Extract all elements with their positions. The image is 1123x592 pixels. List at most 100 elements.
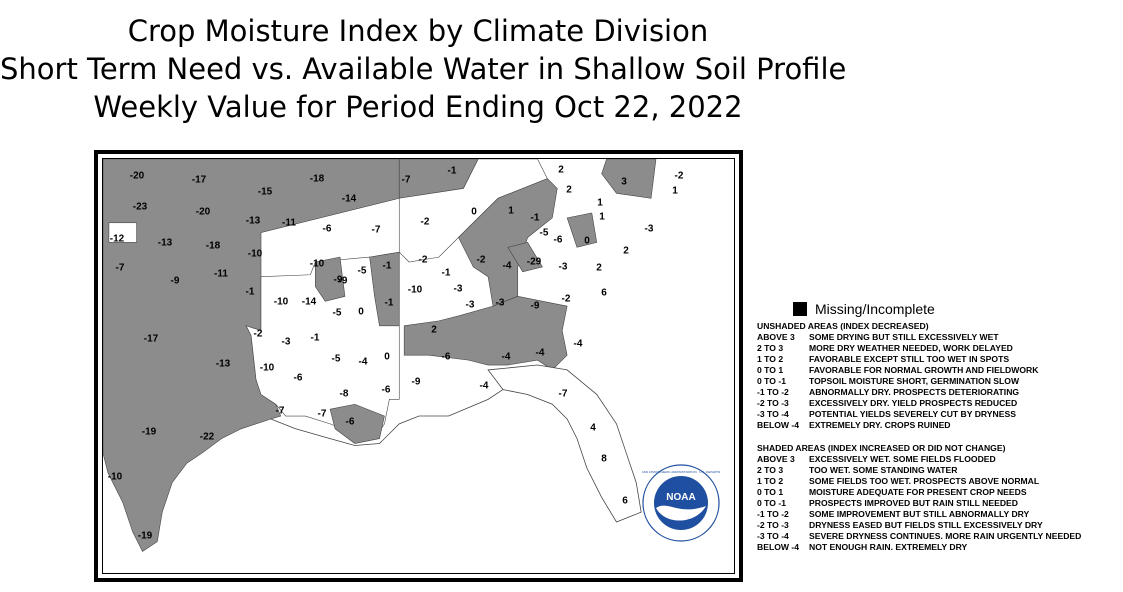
division-value-label: -13 <box>157 237 173 249</box>
legend-range: -3 TO -4 <box>757 531 789 541</box>
division-value-label: -13 <box>245 215 261 227</box>
division-value-label: -10 <box>273 296 289 308</box>
division-value-label: -5 <box>332 307 342 319</box>
shaded-division-ms <box>369 251 400 327</box>
legend-description: FAVORABLE FOR NORMAL GROWTH AND FIELDWOR… <box>809 365 1039 375</box>
division-value-label: -9 <box>530 300 540 312</box>
division-value-label: -17 <box>191 174 207 186</box>
division-value-label: -3 <box>495 297 505 309</box>
division-value-label: 1 <box>672 185 678 197</box>
shaded-legend-row: 1 TO 2 SOME FIELDS TOO WET. PROSPECTS ABO… <box>757 476 1119 487</box>
noaa-logo: NOAA NATIONAL OCEANIC AND ATMOSPHERIC AD… <box>642 464 720 542</box>
division-value-label: -14 <box>301 296 317 308</box>
shaded-region-east <box>601 159 657 199</box>
division-value-label: 0 <box>358 306 364 318</box>
shaded-legend-row: -1 TO -2 SOME IMPROVEMENT BUT STILL ABNOR… <box>757 509 1119 520</box>
unshaded-legend-row: ABOVE 3 SOME DRYING BUT STILL EXCESSIVELY… <box>757 332 1119 343</box>
division-value-label: -8 <box>339 388 349 400</box>
division-value-label: -7 <box>275 405 285 417</box>
division-value-label: -6 <box>553 234 563 246</box>
unshaded-heading: UNSHADED AREAS (INDEX DECREASED) <box>757 321 929 331</box>
legend-range: ABOVE 3 <box>757 332 795 342</box>
shaded-legend-row: BELOW -4 NOT ENOUGH RAIN. EXTREMELY DRY <box>757 542 1119 553</box>
division-value-label: -6 <box>293 372 303 384</box>
legend-description: SEVERE DRYNESS CONTINUES. MORE RAIN URGE… <box>809 531 1082 541</box>
division-value-label: -7 <box>558 388 568 400</box>
division-value-label: -2 <box>253 328 263 340</box>
division-value-label: -14 <box>341 193 357 205</box>
division-white-west <box>108 222 137 243</box>
division-value-label: -1 <box>245 286 255 298</box>
division-value-label: -1 <box>382 260 392 272</box>
legend-range: 0 TO 1 <box>757 487 784 497</box>
shaded-division-la <box>329 403 385 444</box>
title-line-1: Crop Moisture Index by Climate Division <box>127 14 709 48</box>
division-value-label: 1 <box>508 205 514 217</box>
division-value-label: -7 <box>317 408 327 420</box>
missing-label: Missing/Incomplete <box>815 300 935 317</box>
legend-range: 2 TO 3 <box>757 465 784 475</box>
legend: Missing/Incomplete UNSHADED AREAS (INDEX… <box>757 300 1119 553</box>
division-value-label: -10 <box>309 258 325 270</box>
legend-range: -1 TO -2 <box>757 387 789 397</box>
division-value-label: 1 <box>597 197 603 209</box>
legend-description: EXTREMELY DRY. CROPS RUINED <box>809 420 951 430</box>
division-value-label: -15 <box>257 186 273 198</box>
legend-range: -2 TO -3 <box>757 398 789 408</box>
division-value-label: 2 <box>566 184 572 196</box>
division-value-label: -3 <box>558 261 568 273</box>
division-value-label: -2 <box>418 254 428 266</box>
legend-description: FAVORABLE EXCEPT STILL TOO WET IN SPOTS <box>809 354 1010 364</box>
noaa-logo-text: NOAA <box>666 492 695 503</box>
division-value-label: -3 <box>281 336 291 348</box>
division-value-label: -5 <box>357 265 367 277</box>
unshaded-legend-row: 2 TO 3 MORE DRY WEATHER NEEDED, WORK DELA… <box>757 343 1119 354</box>
division-value-label: -6 <box>345 416 355 428</box>
legend-description: SOME IMPROVEMENT BUT STILL ABNORMALLY DR… <box>809 509 1030 519</box>
shaded-region-ga <box>403 296 568 371</box>
division-value-label: -5 <box>539 227 549 239</box>
division-value-label: -3 <box>453 283 463 295</box>
legend-range: 0 TO -1 <box>757 376 786 386</box>
noaa-ring-text: NATIONAL OCEANIC AND ATMOSPHERIC ADMINIS… <box>642 470 720 474</box>
unshaded-legend-row: BELOW -4 EXTREMELY DRY. CROPS RUINED <box>757 420 1119 431</box>
division-value-label: -5 <box>331 353 341 365</box>
division-value-label: -10 <box>259 362 275 374</box>
shaded-heading: SHADED AREAS (INDEX INCREASED OR DID NOT… <box>757 443 1006 453</box>
unshaded-legend-row: 0 TO -1 TOPSOIL MOISTURE SHORT, GERMINATI… <box>757 376 1119 387</box>
division-value-label: -9 <box>411 376 421 388</box>
division-value-label: -10 <box>407 284 423 296</box>
legend-missing: Missing/Incomplete <box>793 300 1119 320</box>
division-value-label: -29 <box>526 256 542 268</box>
division-value-label: -23 <box>132 201 148 213</box>
division-value-label: -1 <box>384 297 394 309</box>
title-line-2: Short Term Need vs. Available Water in S… <box>0 52 847 86</box>
division-value-label: -20 <box>195 206 211 218</box>
division-value-label: -1 <box>441 267 451 279</box>
legend-range: BELOW -4 <box>757 542 800 552</box>
shaded-legend-row: ABOVE 3 EXCESSIVELY WET. SOME FIELDS FLOO… <box>757 454 1119 465</box>
division-value-label: -11 <box>214 268 228 280</box>
legend-description: MOISTURE ADEQUATE FOR PRESENT CROP NEEDS <box>809 487 1027 497</box>
title-line-3: Weekly Value for Period Ending Oct 22, 2… <box>93 90 743 124</box>
division-value-label: 8 <box>601 453 607 465</box>
division-value-label: -2 <box>476 254 486 266</box>
shaded-legend-row: 0 TO -1 PROSPECTS IMPROVED BUT RAIN STILL… <box>757 498 1119 509</box>
legend-range: 0 TO -1 <box>757 498 786 508</box>
division-value-label: -7 <box>371 224 381 236</box>
shaded-division-nc <box>566 212 598 248</box>
legend-range: -3 TO -4 <box>757 409 789 419</box>
missing-swatch <box>793 301 807 316</box>
map-title: Crop Moisture Index by Climate Division … <box>0 12 847 126</box>
legend-description: SOME DRYING BUT STILL EXCESSIVELY WET <box>809 332 999 342</box>
legend-description: MORE DRY WEATHER NEEDED, WORK DELAYED <box>809 343 1013 353</box>
legend-description: TOPSOIL MOISTURE SHORT, GERMINATION SLOW <box>809 376 1020 386</box>
division-value-label: -4 <box>479 380 489 392</box>
legend-range: -2 TO -3 <box>757 520 789 530</box>
division-value-label: 6 <box>622 495 628 507</box>
division-value-label: -2 <box>674 170 684 182</box>
legend-range: 2 TO 3 <box>757 343 784 353</box>
legend-description: POTENTIAL YIELDS SEVERELY CUT BY DRYNESS <box>809 409 1016 419</box>
division-value-label: -4 <box>573 338 583 350</box>
division-value-label: -20 <box>129 170 145 182</box>
